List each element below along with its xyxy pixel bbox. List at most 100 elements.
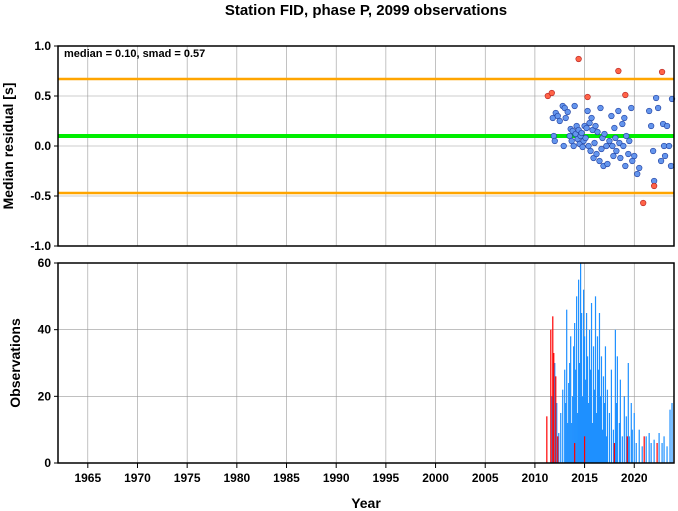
observation-bar [556,403,558,463]
residual-point [650,147,657,155]
observation-bar [648,433,650,463]
y-tick-label: 0.5 [34,89,51,103]
y-tick-label: -1.0 [30,239,51,253]
observation-bar [625,416,627,463]
observation-bar [578,279,580,463]
residual-point [646,107,653,115]
outlier-observation-bar [626,436,628,463]
observation-bar [568,383,570,463]
residual-point [628,104,635,112]
residual-point [596,157,603,165]
residual-points [544,55,676,207]
observation-bar [564,369,566,463]
outlier-observation-bar [643,436,645,463]
residual-point [634,170,641,178]
chart-title: Station FID, phase P, 2099 observations [225,2,507,19]
observation-bar [603,403,606,463]
observation-bar [650,443,652,463]
observation-bar [589,369,592,463]
observation-bar [653,439,655,463]
residual-y-ticks: -1.0 -0.5 0.0 0.5 1.0 [30,39,58,253]
observation-bar [571,423,573,463]
residual-point [603,142,610,150]
residual-point [571,102,578,110]
residual-point [583,124,590,132]
y-tick-label: 20 [38,389,52,403]
observation-bar [635,443,637,463]
observation-bar [666,446,668,463]
residual-point [570,142,577,150]
outlier-point [640,199,647,207]
observation-bar [596,336,599,463]
residual-point [623,132,630,140]
residual-point [610,152,617,160]
residual-point [551,137,558,145]
x-tick-label: 1970 [124,471,151,485]
observation-bar [645,436,647,463]
y-tick-label: 0 [44,456,51,470]
observation-bar [604,346,607,463]
x-tick-label: 2015 [571,471,598,485]
observation-bar [592,346,595,463]
observation-bar [658,433,660,463]
observations-panel: 0 20 40 60 1965 1970 1975 1980 1985 1990 1995 2000… [7,256,675,511]
year-x-axis-label: Year [351,495,381,511]
outlier-point [658,68,666,76]
residual-panel: -1.0 -0.5 0.0 0.5 1.0 median = 0.10, smad = … [0,39,676,253]
residual-point [579,143,586,151]
residual-point [613,147,620,155]
observation-bar [669,409,671,463]
residual-point [591,139,598,147]
residual-point [648,122,655,130]
observation-bar [601,429,604,463]
observation-bar [623,396,625,463]
observation-bar [584,379,587,463]
residual-point [661,152,669,160]
outlier-point [651,182,658,190]
observation-bar [661,443,663,463]
y-tick-label: 0.0 [34,139,51,153]
observation-bar [616,356,618,463]
observation-bar [551,396,553,463]
x-tick-label: 1985 [273,471,300,485]
residual-point [636,164,643,172]
observation-bar [631,429,633,463]
observation-bar [602,376,605,463]
outlier-observation-bar [583,436,586,463]
outlier-observation-bar [553,353,555,463]
residual-point [653,94,660,102]
observation-bar [581,313,583,463]
observation-bar [612,429,614,463]
residual-point [601,130,608,138]
observation-bar [598,313,601,463]
residual-point [631,152,638,160]
residual-point [615,107,622,115]
observation-bar [567,423,569,463]
outlier-point [615,67,622,75]
observation-bar [610,369,613,463]
x-tick-label: 1990 [323,471,350,485]
observation-bar [560,413,562,463]
observation-bar [565,403,567,463]
observation-bar [618,423,620,463]
observation-bar [581,396,584,463]
residual-point [598,145,605,153]
observation-bar [587,403,590,463]
outlier-observation-bar [613,443,615,463]
residual-point [578,129,585,137]
residual-point [657,157,665,165]
residual-point [612,134,619,142]
observation-bar [608,413,611,463]
observation-bar [628,436,630,463]
observation-bar [663,436,665,463]
outlier-observation-bar [546,416,548,463]
observation-bar [606,389,609,463]
observations-y-axis-label: Observations [7,318,23,408]
observation-bar [638,429,640,463]
outlier-observation-bar [574,443,576,463]
observation-bar [605,436,608,463]
observation-bar [600,356,603,463]
residual-point [625,150,632,158]
observation-bar [619,379,621,463]
